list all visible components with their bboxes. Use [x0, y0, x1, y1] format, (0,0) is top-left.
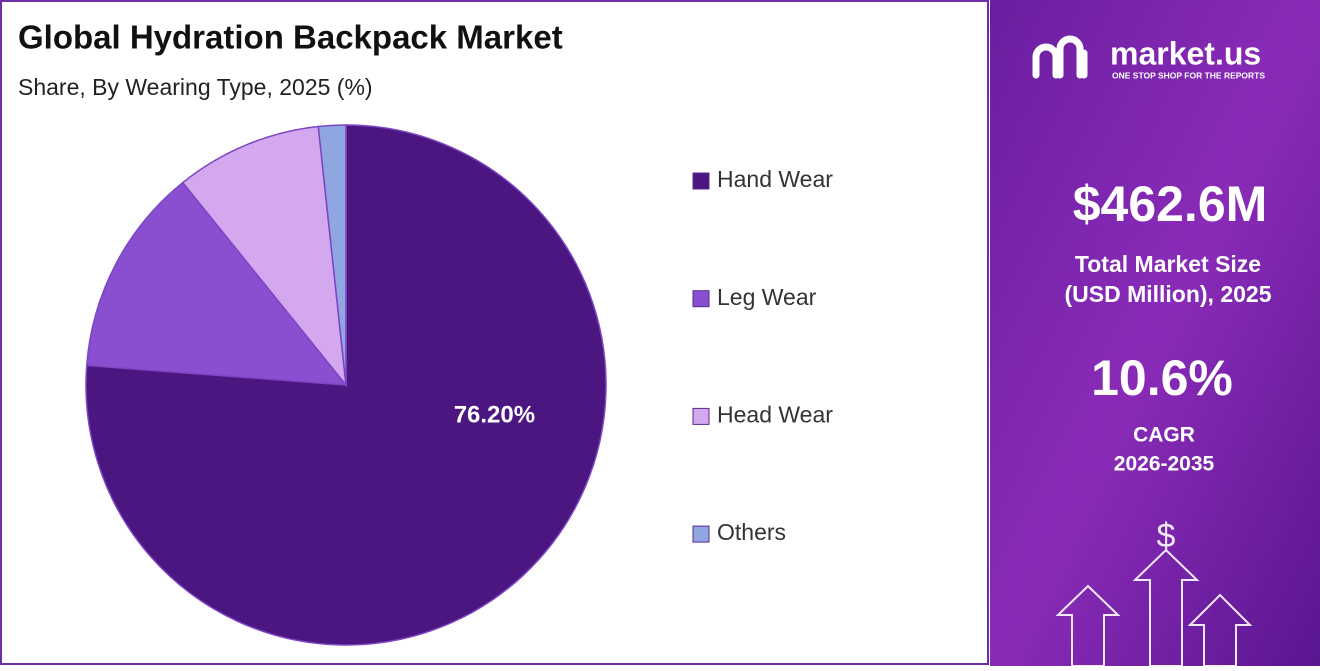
data-label: 76.20% — [454, 402, 535, 429]
legend-swatch — [692, 290, 710, 308]
brand-logo — [1032, 35, 1088, 79]
legend-swatch — [692, 407, 710, 425]
market-size-label: Total Market Size — [1075, 251, 1261, 277]
cagr-period: 2026-2035 — [1114, 453, 1215, 476]
cagr-label: CAGR — [1133, 424, 1195, 447]
legend: Hand Wear Leg Wear Head Wear Others — [692, 166, 833, 545]
pie: 76.20% — [85, 124, 607, 646]
svg-text:$: $ — [1157, 517, 1176, 555]
pie-slice — [317, 124, 347, 386]
side-panel — [990, 0, 1320, 666]
cagr-value: 10.6% — [1091, 350, 1233, 406]
legend-swatch — [692, 172, 710, 190]
pie-slice — [85, 181, 348, 386]
legend-label: Others — [717, 519, 786, 545]
legend-label: Leg Wear — [717, 284, 817, 310]
legend-label: Head Wear — [717, 401, 833, 427]
market-size-label: (USD Million), 2025 — [1064, 281, 1271, 307]
pie-slice — [181, 125, 348, 388]
legend-swatch — [692, 525, 710, 543]
chart-title: Global Hydration Backpack Market — [18, 19, 563, 56]
legend-label: Hand Wear — [717, 166, 833, 192]
chart-subtitle: Share, By Wearing Type, 2025 (%) — [18, 74, 373, 100]
brand-tagline: ONE STOP SHOP FOR THE REPORTS — [1112, 70, 1265, 80]
arrows-icon: $ — [1055, 517, 1253, 667]
brand-name: market.us — [1110, 35, 1261, 71]
market-size: $462.6M — [1073, 176, 1268, 232]
